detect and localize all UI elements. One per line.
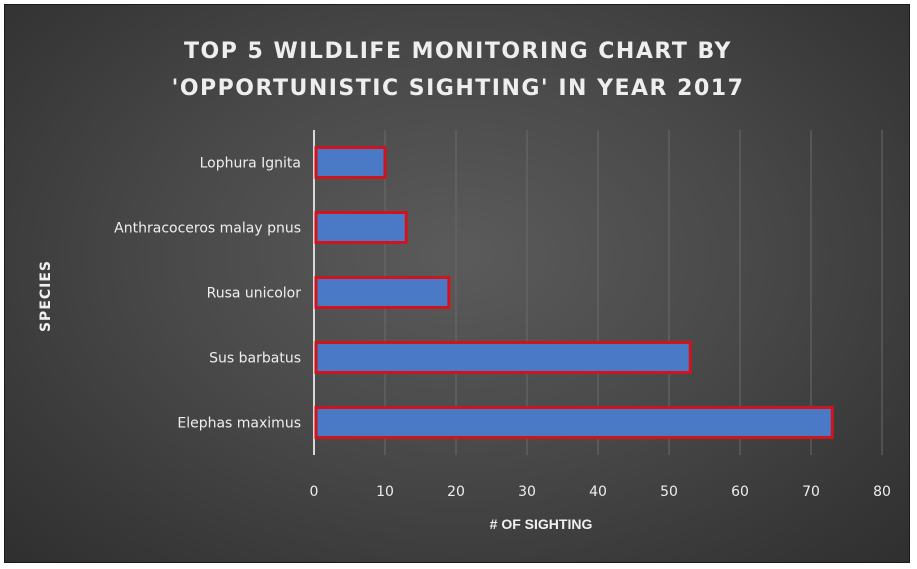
category-label: Lophura Ignita (200, 156, 301, 172)
bar (314, 341, 692, 374)
category-label: Rusa unicolor (207, 286, 302, 302)
chart-title-line-2: 'OPPORTUNISTIC SIGHTING' IN YEAR 2017 (171, 76, 745, 101)
category-label: Sus barbatus (209, 351, 301, 367)
x-tick-label: 70 (802, 484, 820, 500)
x-axis-label: # OF SIGHTING (489, 516, 593, 532)
bar (314, 146, 387, 179)
chart-title: TOP 5 WILDLIFE MONITORING CHART BY 'OPPO… (5, 33, 911, 107)
x-tick-label: 0 (310, 484, 319, 500)
x-tick-label: 40 (589, 484, 607, 500)
bar (314, 406, 834, 439)
y-axis-label: SPECIES (38, 259, 54, 333)
chart-title-line-1: TOP 5 WILDLIFE MONITORING CHART BY (184, 39, 732, 64)
chart-container: TOP 5 WILDLIFE MONITORING CHART BY 'OPPO… (4, 4, 910, 563)
category-label: Elephas maximus (177, 416, 301, 432)
x-tick-label: 30 (518, 484, 536, 500)
x-tick-label: 20 (447, 484, 465, 500)
x-tick-label: 50 (660, 484, 678, 500)
bar (314, 211, 408, 244)
x-tick-label: 60 (731, 484, 749, 500)
x-tick-label: 80 (873, 484, 891, 500)
bar (314, 276, 451, 309)
category-label: Anthracoceros malay pnus (114, 221, 301, 237)
x-tick-label: 10 (376, 484, 394, 500)
